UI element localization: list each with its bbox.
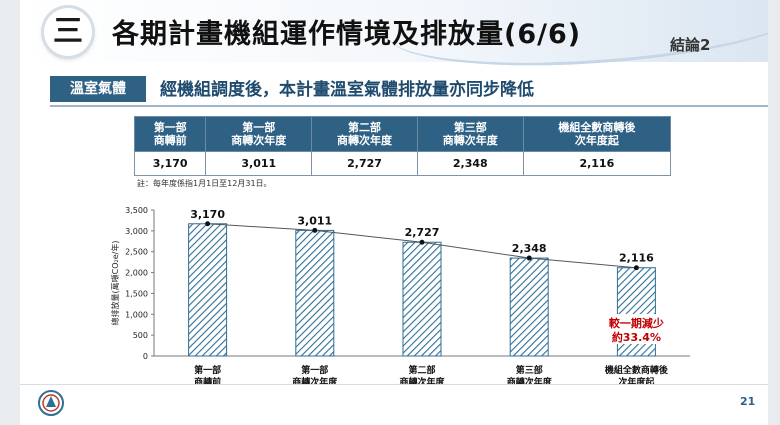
x-tick-label: 商轉次年度 <box>507 376 553 384</box>
y-tick-label: 0 <box>143 352 148 361</box>
table-header-line: 次年度起 <box>574 134 619 147</box>
bar <box>295 229 335 357</box>
table-header-line: 商轉前 <box>153 134 187 147</box>
trend-point <box>205 221 211 227</box>
section-badge <box>44 8 92 56</box>
bar <box>188 223 228 357</box>
y-axis-label: 總排放量(萬噸CO₂e/年) <box>110 241 120 326</box>
table-cell: 2,348 <box>416 151 524 176</box>
table-header-line: 商轉次年度 <box>231 134 287 147</box>
table-cell: 3,170 <box>133 151 207 176</box>
trend-point <box>526 255 532 261</box>
emissions-bar-chart: 0 500 1,000 1,500 2,000 2,500 3,000 3,500 總排放量(萬… <box>110 206 690 384</box>
data-label: 3,170 <box>190 208 225 221</box>
y-tick-label: 1,000 <box>125 310 148 319</box>
page-number: 21 <box>740 395 756 408</box>
table-header: 第一部 商轉前 <box>133 116 207 152</box>
data-label: 2,348 <box>512 242 547 255</box>
emissions-table: 第一部 商轉前 第一部 商轉次年度 第二部 商轉次年度 第三部 商轉次年度 機組全數商轉… <box>133 116 672 176</box>
table-header-row: 第一部 商轉前 第一部 商轉次年度 第二部 商轉次年度 第三部 商轉次年度 機組全數商轉… <box>133 116 672 152</box>
bar <box>402 241 442 357</box>
data-label: 2,727 <box>405 226 440 239</box>
y-tick-label: 1,500 <box>125 289 148 298</box>
table-header-line: 第二部 <box>348 121 382 134</box>
x-tick-label: 商轉前 <box>194 376 221 384</box>
table-header-line: 機組全數商轉後 <box>558 121 636 134</box>
section-subtitle: 經機組調度後，本計畫溫室氣體排放量亦同步降低 <box>160 80 534 100</box>
table-header-line: 第一部 <box>242 121 276 134</box>
trend-point <box>633 265 639 271</box>
x-tick-label: 商轉次年度 <box>399 376 445 384</box>
section-tag: 溫室氣體 <box>50 76 146 102</box>
data-label: 2,116 <box>619 252 654 265</box>
x-tick-label: 第三部 <box>516 364 543 376</box>
page-title: 各期計畫機組運作情境及排放量(6/6) <box>112 19 582 50</box>
table-header: 機組全數商轉後 次年度起 <box>522 116 672 152</box>
conclusion-label: 結論2 <box>670 36 711 54</box>
y-tick-label: 3,000 <box>125 227 148 236</box>
slide: 三 各期計畫機組運作情境及排放量(6/6) 結論2 溫室氣體 經機組調度後，本計… <box>20 0 768 425</box>
bar <box>509 257 549 357</box>
table-cell: 3,011 <box>205 151 313 176</box>
table-row: 3,170 3,011 2,727 2,348 2,116 <box>133 151 672 176</box>
trend-point <box>419 239 425 245</box>
y-tick-label: 500 <box>133 331 148 340</box>
annotation-backdrop <box>606 314 667 344</box>
table-footnote: 註：每年度係指1月1日至12月31日。 <box>137 179 272 188</box>
section-divider <box>50 105 768 107</box>
reduction-annotation: 約33.4% <box>612 330 661 344</box>
y-tick-label: 2,000 <box>125 269 148 278</box>
company-logo-icon <box>38 390 64 416</box>
y-tick-label: 2,500 <box>125 248 148 257</box>
y-tick-label: 3,500 <box>125 206 148 215</box>
reduction-annotation: 較一期減少 <box>609 316 664 330</box>
table-cell: 2,727 <box>311 151 418 176</box>
table-header: 第一部 商轉次年度 <box>205 116 313 152</box>
table-header-line: 商轉次年度 <box>442 134 498 147</box>
x-tick-label: 第二部 <box>408 364 435 376</box>
x-tick-label: 第一部 <box>194 364 221 376</box>
table-header-line: 第三部 <box>453 121 487 134</box>
table-cell: 2,116 <box>522 151 672 176</box>
x-tick-label: 機組全數商轉後 <box>605 364 669 376</box>
data-label: 3,011 <box>297 214 332 227</box>
table-header-line: 第一部 <box>153 121 187 134</box>
trend-point <box>312 227 318 233</box>
x-tick-label: 第一部 <box>301 364 328 376</box>
footer-divider <box>20 384 768 385</box>
table-header: 第二部 商轉次年度 <box>311 116 418 152</box>
x-tick-label: 次年度起 <box>618 376 655 384</box>
table-header-line: 商轉次年度 <box>337 134 393 147</box>
header-band <box>20 0 768 78</box>
x-tick-label: 商轉次年度 <box>292 376 338 384</box>
section-number: 三 <box>53 14 83 49</box>
